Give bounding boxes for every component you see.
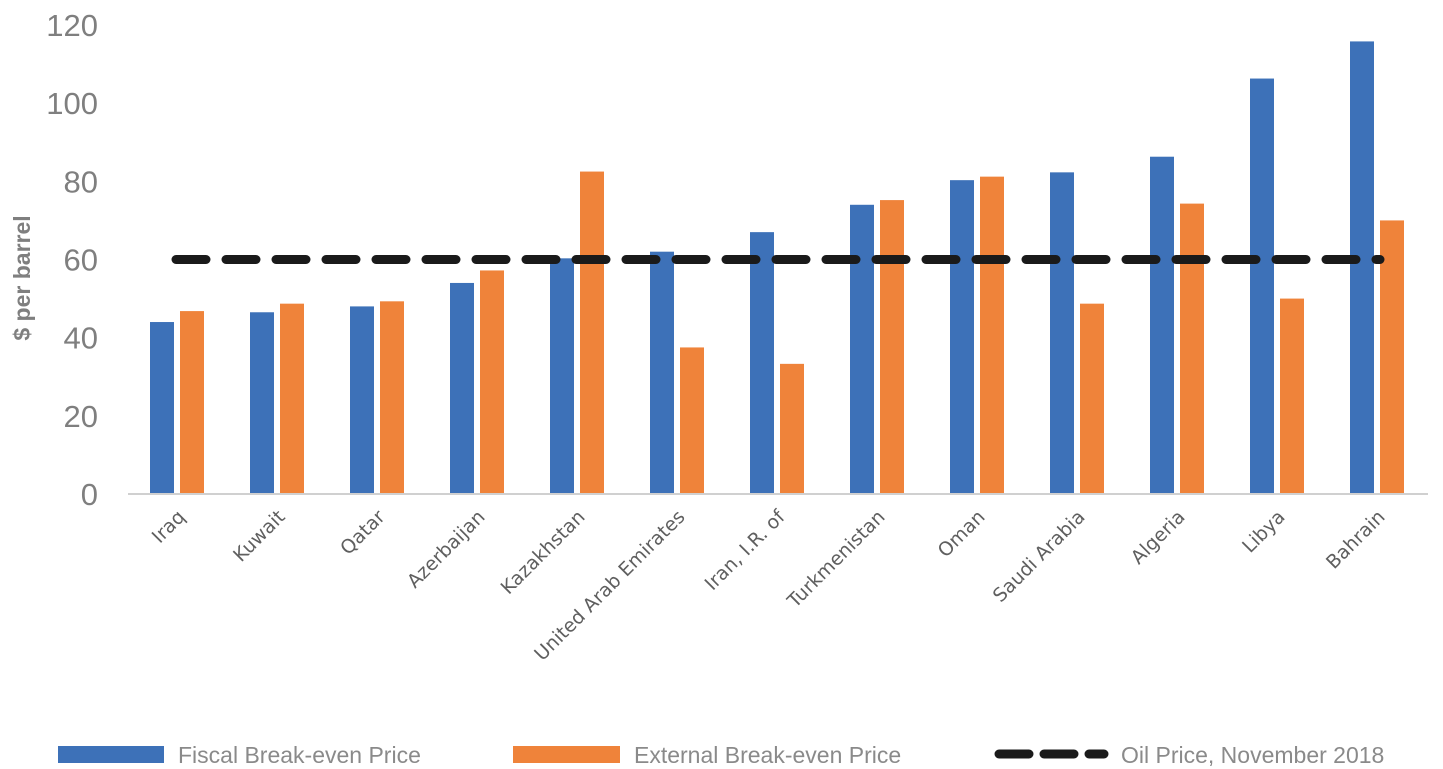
bar-fiscal-turkmenistan [850,204,874,495]
bar-fiscal-kazakhstan [550,258,574,494]
bar-fiscal-oman [950,180,974,494]
y-tick-label: 120 [46,8,98,43]
y-axis-label: $ per barrel [9,215,35,340]
y-tick-label: 80 [64,164,98,199]
bar-external-kuwait [280,303,304,494]
x-axis-ticks: Iraq Kuwait Qatar Azerbaijan KazakhstanUnite… [148,505,1390,665]
x-tick-label: Azerbaijan [403,506,490,593]
bar-fiscal-iran-i-r-of [750,232,774,494]
y-tick-label: 20 [64,399,98,434]
bar-fiscal-bahrain [1350,41,1374,494]
bar-fiscal-kuwait [250,312,274,494]
bar-external-united-arab-emirates [680,347,704,494]
bar-external-algeria [1180,203,1204,494]
bar-fiscal-libya [1250,78,1274,495]
legend-label-external: External Break-even Price [634,742,901,768]
bar-external-saudi-arabia [1080,303,1104,494]
y-tick-label: 40 [64,321,98,356]
y-tick-label: 100 [46,86,98,121]
bar-external-iran-i-r-of [780,363,804,494]
bar-external-azerbaijan [480,270,504,494]
bar-fiscal-saudi-arabia [1050,172,1074,494]
x-tick-label: Bahrain [1322,506,1390,574]
x-tick-label: Kuwait [229,506,289,566]
bar-fiscal-qatar [350,306,374,494]
x-tick-label: Iran, I.R. of [701,505,791,595]
x-tick-label: Qatar [336,506,390,560]
bar-fiscal-united-arab-emirates [650,251,674,494]
bar-fiscal-iraq [150,322,174,494]
bar-external-kazakhstan [580,171,604,494]
bars [150,41,1404,495]
bar-fiscal-algeria [1150,156,1174,495]
bar-external-bahrain [1380,220,1404,494]
legend-label-oil-price: Oil Price, November 2018 [1121,742,1384,768]
x-tick-label: Oman [934,506,990,562]
y-axis-ticks: 0 20 40 60 80 100 120 [46,8,98,512]
bar-external-qatar [380,301,404,494]
x-tick-label: Iraq [148,506,190,548]
bar-external-oman [980,176,1004,495]
bar-external-iraq [180,311,204,494]
y-tick-label: 0 [81,477,98,512]
legend-label-fiscal: Fiscal Break-even Price [178,742,421,768]
x-tick-label: Libya [1238,506,1289,557]
x-tick-label: Saudi Arabia [989,506,1090,607]
x-tick-label: Kazakhstan [497,506,590,599]
x-tick-label: Algeria [1127,506,1190,569]
bar-fiscal-azerbaijan [450,282,474,494]
legend: Fiscal Break-even Price External Break-e… [58,742,1384,768]
legend-swatch-external [513,746,620,763]
legend-swatch-fiscal [58,746,164,763]
bar-external-turkmenistan [880,200,904,495]
y-tick-label: 60 [64,243,98,278]
bar-external-libya [1280,298,1304,494]
x-tick-label: Turkmenistan [783,506,890,613]
